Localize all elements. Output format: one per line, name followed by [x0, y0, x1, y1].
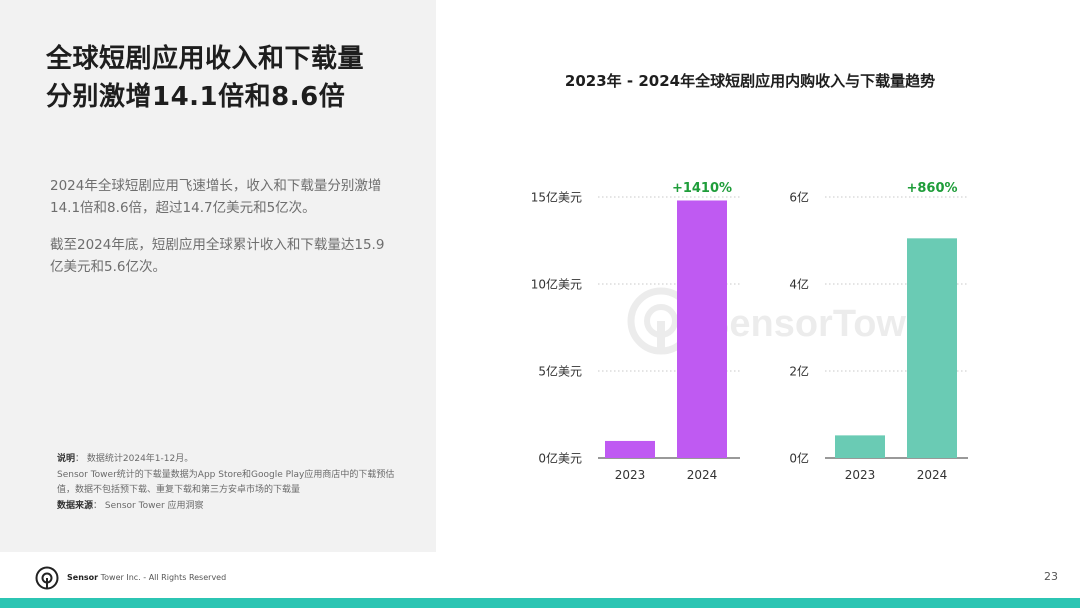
page-title-line-2: 分别激增14.1倍和8.6倍 [46, 82, 346, 112]
summary-paragraph-1: 2024年全球短剧应用飞速增长，收入和下载量分别激增14.1倍和8.6倍，超过1… [50, 178, 382, 216]
downloads-x-tick-label: 2024 [917, 468, 948, 482]
note-line-1: 数据统计2024年1-12月。 [86, 454, 194, 464]
source-label: 数据来源 [57, 500, 94, 511]
page-number: 23 [1044, 570, 1058, 583]
footer-brand: Sensor [67, 573, 99, 582]
summary-text: 2024年全球短剧应用飞速增长，收入和下载量分别激增14.1倍和8.6倍，超过1… [50, 175, 395, 293]
summary-paragraph-2: 截至2024年底，短剧应用全球累计收入和下载量达15.9亿美元和5.6亿次。 [50, 237, 385, 275]
left-panel [0, 0, 436, 552]
downloads-y-tick-label: 2亿 [789, 364, 809, 379]
revenue-chart: 0亿美元 5亿美元 10亿美元 15亿美元 2023 2024 +1410% [531, 181, 740, 482]
page-title: 全球短剧应用收入和下载量 分别激增14.1倍和8.6倍 [46, 40, 426, 116]
revenue-y-tick-label: 5亿美元 [538, 364, 582, 379]
downloads-growth-label: +860% [906, 181, 957, 196]
downloads-y-tick-label: 6亿 [789, 190, 809, 205]
footnote: 说明： 数据统计2024年1-12月。 Sensor Tower统计的下载量数据… [57, 452, 397, 514]
source-text: Sensor Tower 应用洞察 [104, 500, 204, 511]
revenue-x-tick-label: 2024 [687, 468, 718, 482]
note-label: 说明 [57, 454, 76, 464]
downloads-x-tick-label: 2023 [845, 468, 876, 482]
footer-rights: Tower Inc. - All Rights Reserved [98, 573, 227, 582]
downloads-bar-2024 [907, 238, 957, 458]
bottom-accent-bar [0, 598, 1080, 608]
revenue-y-tick-label: 10亿美元 [531, 277, 582, 292]
footer-copyright: Sensor Tower Inc. - All Rights Reserved [67, 573, 226, 582]
note-line-2: Sensor Tower统计的下载量数据为App Store和Google Pl… [57, 469, 395, 496]
downloads-bar-2023 [835, 435, 885, 458]
charts-area: 0亿美元 5亿美元 10亿美元 15亿美元 2023 2024 +1410% 0亿 2亿 4亿 6… [531, 181, 968, 482]
downloads-chart: 0亿 2亿 4亿 6亿 2023 2024 +860% [789, 181, 968, 482]
revenue-y-tick-label: 0亿美元 [538, 451, 582, 466]
revenue-bar-2024 [677, 200, 727, 459]
note-separator: ： [75, 454, 85, 464]
source-separator: ： [93, 500, 103, 511]
page-title-line-1: 全球短剧应用收入和下载量 [46, 44, 365, 74]
downloads-y-tick-label: 0亿 [789, 451, 809, 466]
revenue-growth-label: +1410% [672, 181, 732, 196]
revenue-bar-2023 [605, 440, 655, 458]
downloads-y-tick-label: 4亿 [789, 277, 809, 292]
chart-title: 2023年 - 2024年全球短剧应用内购收入与下载量趋势 [564, 72, 936, 90]
revenue-x-tick-label: 2023 [615, 468, 646, 482]
sensor-tower-logo-icon [35, 566, 59, 590]
revenue-y-tick-label: 15亿美元 [531, 190, 582, 205]
